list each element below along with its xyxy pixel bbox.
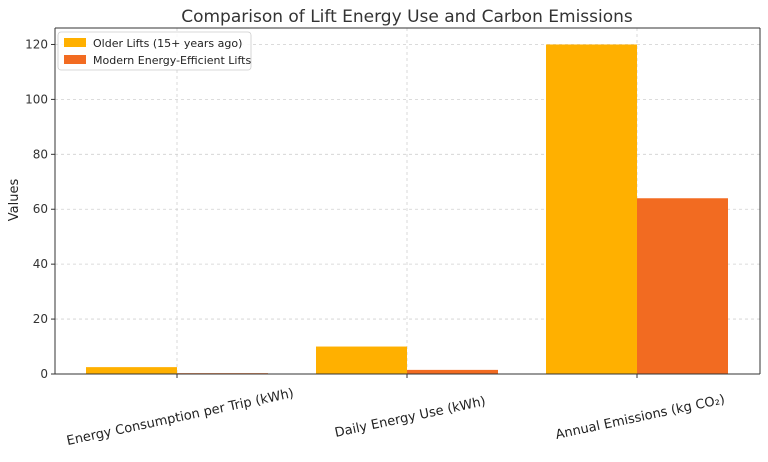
y-tick-label: 0 — [40, 367, 48, 381]
legend-label: Modern Energy-Efficient Lifts — [93, 54, 251, 67]
bar-older-0 — [86, 367, 177, 374]
y-tick-label: 40 — [33, 257, 48, 271]
y-tick-label: 120 — [25, 37, 48, 51]
x-category-labels: Energy Consumption per Trip (kWh) Daily E… — [65, 374, 726, 449]
bar-older-2 — [546, 44, 637, 374]
y-tick-label: 100 — [25, 92, 48, 106]
y-axis-title: Values — [7, 179, 22, 222]
x-category-label: Energy Consumption per Trip (kWh) — [65, 386, 295, 449]
legend-swatch — [64, 55, 86, 64]
y-tick-label: 20 — [33, 312, 48, 326]
legend-box — [57, 31, 252, 71]
legend-swatch — [64, 38, 86, 47]
y-tick-label: 80 — [33, 147, 48, 161]
x-category-label: Annual Emissions (kg CO₂) — [554, 392, 726, 443]
chart-title: Comparison of Lift Energy Use and Carbon… — [181, 7, 633, 27]
bar-modern-2 — [637, 198, 728, 374]
y-tick-labels: 0 20 40 60 80 100 120 — [25, 37, 55, 381]
legend: Older Lifts (15+ years ago) Modern Energy… — [57, 31, 252, 71]
legend-label: Older Lifts (15+ years ago) — [93, 37, 242, 50]
bar-older-1 — [316, 346, 407, 374]
x-category-label: Daily Energy Use (kWh) — [333, 394, 487, 441]
bars — [86, 44, 728, 374]
y-tick-label: 60 — [33, 202, 48, 216]
bar-modern-1 — [407, 369, 498, 374]
